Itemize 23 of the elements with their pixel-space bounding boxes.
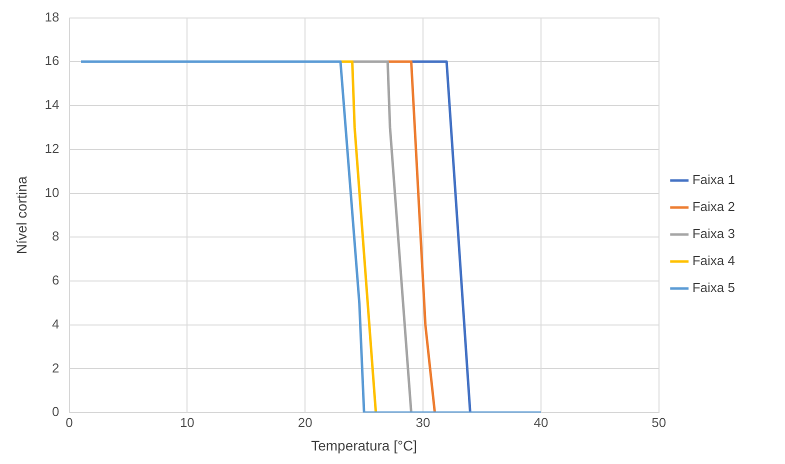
legend-label: Faixa 2 (692, 199, 736, 214)
legend-label: Faixa 5 (692, 280, 736, 296)
x-tick-label: 0 (66, 414, 73, 430)
y-tick-label: 6 (52, 272, 60, 288)
y-tick-label: 0 (52, 404, 60, 420)
y-tick-label: 8 (52, 228, 60, 244)
x-tick-label: 30 (416, 414, 430, 430)
y-axis-title: Nível cortina (13, 176, 30, 254)
legend-label: Faixa 4 (692, 253, 736, 268)
y-tick-label: 18 (44, 9, 60, 24)
x-tick-label: 50 (652, 414, 666, 430)
y-tick-label: 2 (52, 360, 60, 376)
legend-label: Faixa 3 (692, 226, 736, 242)
y-tick-label: 12 (44, 140, 60, 156)
x-tick-label: 10 (180, 414, 194, 430)
y-tick-label: 10 (44, 184, 60, 200)
y-tick-label: 16 (44, 53, 60, 68)
y-tick-label: 4 (52, 316, 60, 332)
x-tick-label: 40 (534, 414, 548, 430)
x-tick-label: 20 (298, 414, 312, 430)
legend-label: Faixa 1 (692, 172, 736, 188)
y-tick-label: 14 (44, 97, 60, 112)
x-axis-title: Temperatura [°C] (311, 437, 418, 454)
